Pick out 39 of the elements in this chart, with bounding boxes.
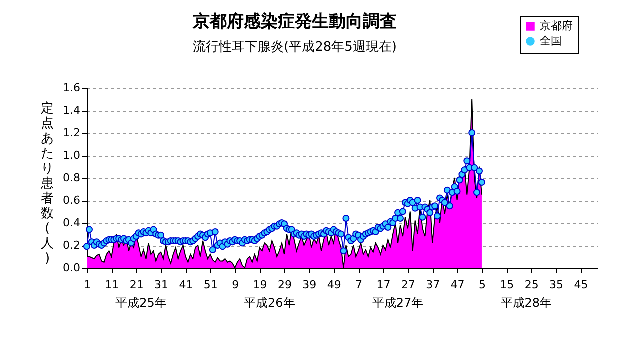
x-tick-label: 47 [450, 278, 465, 292]
y-tick-label: 0.6 [63, 194, 80, 207]
chart-subtitle: 流行性耳下腺炎(平成28年5週現在) [193, 39, 397, 55]
x-tick-label: 41 [179, 278, 194, 292]
x-tick-label: 39 [302, 278, 317, 292]
x-tick-label: 1 [84, 278, 91, 292]
x-tick-label: 31 [154, 278, 169, 292]
x-tick-label: 11 [105, 278, 120, 292]
y-tick-label: 1.6 [63, 82, 80, 94]
x-tick-label: 5 [478, 278, 486, 292]
x-tick-label: 9 [232, 278, 240, 292]
legend-label: 京都府 [540, 20, 573, 32]
x-tick-label: 45 [574, 278, 588, 292]
y-tick-label: 1.4 [63, 104, 80, 117]
chart-title: 京都府感染症発生動向調査 [192, 12, 397, 32]
x-tick-label: 21 [130, 278, 144, 292]
text: 平成28年 [500, 296, 552, 310]
y-tick-label: 0.2 [63, 239, 80, 252]
y-tick-label: 0.0 [63, 262, 80, 274]
x-tick-label: 7 [356, 278, 363, 292]
text: 平成26年 [244, 296, 296, 310]
y-tick-label: 1.0 [63, 149, 80, 162]
x-tick-label: 37 [426, 278, 440, 292]
x-tick-label: 51 [204, 278, 218, 292]
x-tick-label: 19 [253, 278, 268, 292]
x-tick-label: 49 [327, 278, 342, 292]
legend-label: 全国 [540, 34, 562, 48]
x-tick-label: 35 [550, 278, 564, 292]
text: 平成25年 [116, 296, 167, 310]
y-tick-label: 1.2 [63, 126, 80, 140]
x-tick-label: 25 [524, 278, 539, 292]
x-tick-label: 17 [376, 278, 391, 292]
x-tick-label: 27 [401, 278, 416, 292]
text: 平成27年 [372, 296, 424, 310]
x-tick-label: 29 [278, 278, 292, 292]
x-tick-label: 15 [500, 278, 514, 292]
y-tick-label: 0.8 [63, 172, 80, 184]
y-tick-label: 0.4 [63, 216, 80, 230]
text: 定点あたり患者数(人) [41, 102, 54, 266]
